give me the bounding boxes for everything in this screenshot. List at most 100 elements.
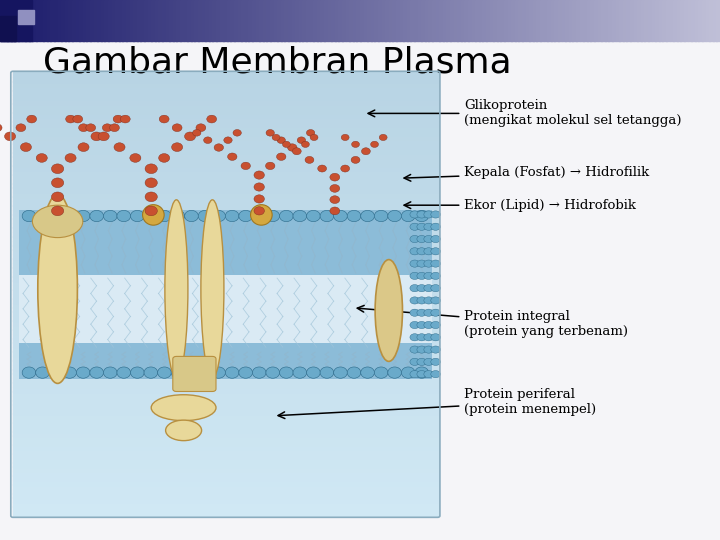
Bar	[13, 511, 438, 516]
Bar	[108, 0, 112, 40]
Bar	[90, 0, 94, 40]
Bar	[13, 161, 438, 166]
Ellipse shape	[159, 115, 169, 123]
Bar	[565, 0, 570, 40]
Bar	[446, 0, 451, 40]
Bar	[572, 0, 577, 40]
Bar	[13, 378, 438, 383]
Bar	[490, 0, 494, 40]
Bar	[594, 0, 598, 40]
Bar	[320, 0, 325, 40]
Ellipse shape	[305, 157, 314, 164]
Bar	[522, 0, 526, 40]
Bar	[281, 0, 285, 40]
Text: Ekor (Lipid) → Hidrofobik: Ekor (Lipid) → Hidrofobik	[404, 199, 636, 212]
Bar	[619, 0, 624, 40]
Ellipse shape	[253, 211, 266, 221]
Ellipse shape	[417, 297, 426, 304]
Bar	[414, 0, 418, 40]
Bar	[13, 125, 438, 131]
Bar	[374, 0, 379, 40]
Bar	[13, 112, 438, 117]
Bar	[191, 0, 195, 40]
Bar	[220, 0, 224, 40]
Bar	[13, 72, 438, 77]
Ellipse shape	[224, 137, 232, 144]
Bar	[13, 453, 438, 458]
Ellipse shape	[253, 367, 266, 378]
Ellipse shape	[196, 124, 206, 132]
Ellipse shape	[113, 115, 123, 123]
Bar	[13, 471, 438, 476]
Ellipse shape	[320, 211, 334, 221]
Bar	[558, 0, 562, 40]
Ellipse shape	[330, 196, 340, 204]
Ellipse shape	[212, 367, 225, 378]
Bar	[13, 364, 438, 369]
Ellipse shape	[117, 211, 130, 221]
Bar	[385, 0, 390, 40]
Bar	[389, 0, 393, 40]
Bar	[13, 427, 438, 431]
Bar	[58, 0, 62, 40]
Ellipse shape	[239, 367, 253, 378]
Ellipse shape	[293, 367, 307, 378]
Bar	[13, 352, 438, 356]
Ellipse shape	[417, 285, 426, 292]
Bar	[13, 276, 438, 281]
Ellipse shape	[415, 367, 428, 378]
Bar	[608, 0, 613, 40]
Bar	[13, 489, 438, 494]
Bar	[36, 0, 40, 40]
Bar	[356, 0, 361, 40]
Ellipse shape	[431, 358, 441, 366]
Bar	[13, 187, 438, 192]
Bar	[580, 0, 584, 40]
Ellipse shape	[330, 207, 340, 215]
Ellipse shape	[254, 183, 264, 191]
Ellipse shape	[120, 115, 130, 123]
Bar	[691, 0, 696, 40]
Ellipse shape	[415, 211, 428, 221]
Bar	[562, 0, 566, 40]
Ellipse shape	[144, 367, 158, 378]
Bar	[479, 0, 483, 40]
Bar	[22, 0, 26, 40]
Bar	[13, 245, 438, 250]
Bar	[313, 0, 318, 40]
Bar	[13, 431, 438, 436]
Ellipse shape	[166, 420, 202, 441]
Bar	[230, 0, 235, 40]
Bar	[13, 440, 438, 445]
Bar	[112, 0, 116, 40]
Bar	[13, 263, 438, 268]
Ellipse shape	[410, 248, 420, 255]
Ellipse shape	[320, 367, 334, 378]
Bar	[637, 0, 642, 40]
Bar	[482, 0, 487, 40]
Bar	[475, 0, 480, 40]
Bar	[331, 0, 336, 40]
Bar	[601, 0, 606, 40]
Bar	[13, 325, 438, 330]
Ellipse shape	[143, 205, 164, 225]
Ellipse shape	[51, 192, 64, 202]
Ellipse shape	[36, 367, 50, 378]
FancyBboxPatch shape	[173, 356, 216, 392]
Ellipse shape	[307, 130, 315, 136]
Ellipse shape	[410, 297, 420, 304]
Ellipse shape	[410, 260, 420, 267]
Ellipse shape	[361, 211, 374, 221]
Bar	[13, 103, 438, 109]
Bar	[13, 183, 438, 188]
Bar	[511, 0, 516, 40]
Ellipse shape	[424, 346, 433, 353]
Ellipse shape	[65, 153, 76, 163]
Ellipse shape	[431, 235, 441, 242]
Bar	[328, 0, 332, 40]
Ellipse shape	[361, 367, 374, 378]
Bar	[266, 0, 271, 40]
Ellipse shape	[171, 367, 185, 378]
Bar	[13, 179, 438, 184]
Bar	[13, 404, 438, 409]
